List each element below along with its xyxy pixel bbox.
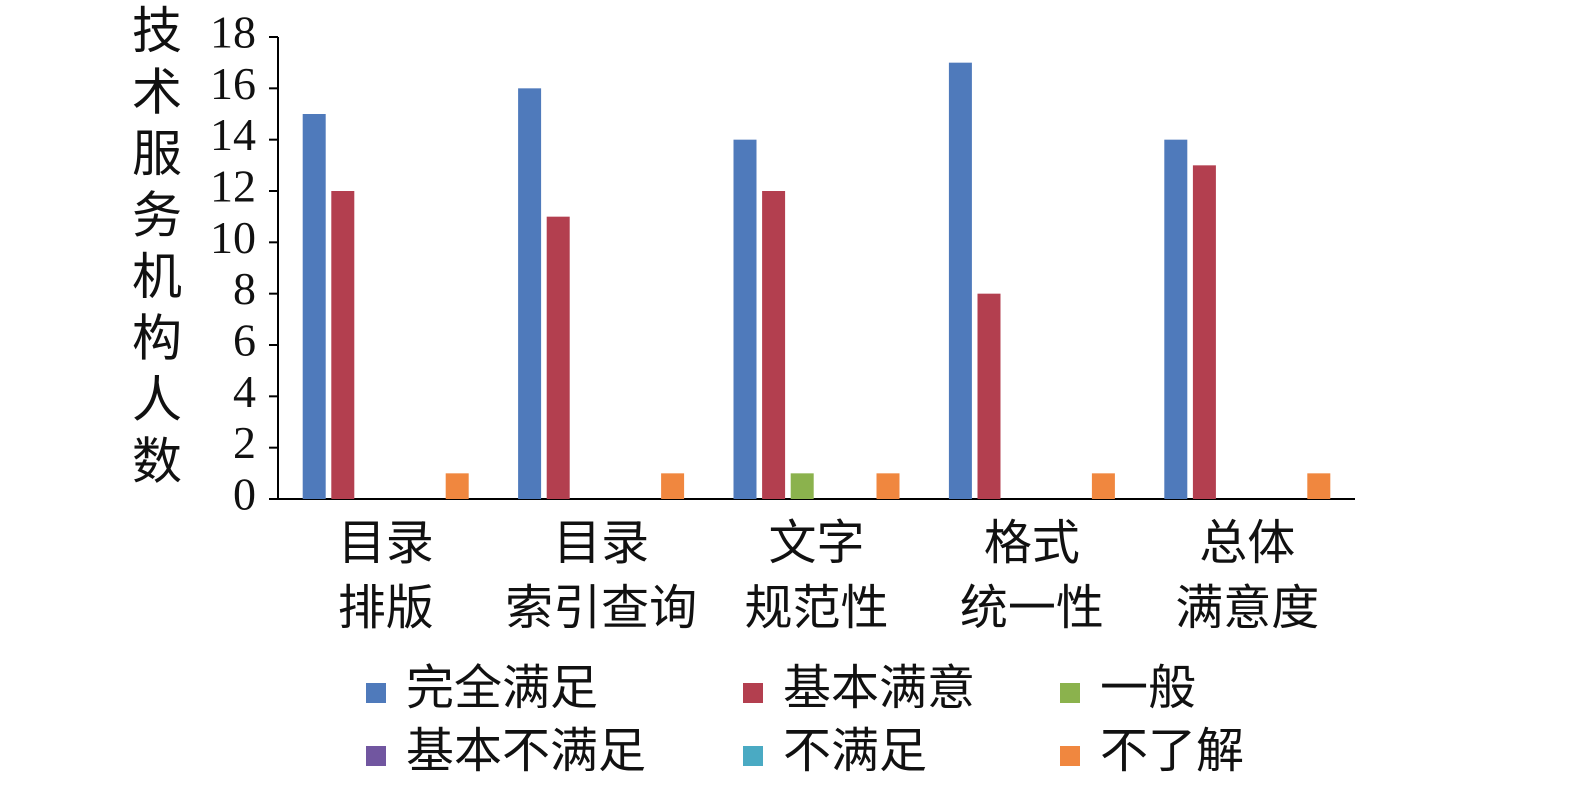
legend-label: 完全满足 xyxy=(406,662,598,715)
y-tick-label: 18 xyxy=(210,7,256,58)
y-axis-label: 技术服务机构人数 xyxy=(132,3,182,490)
legend-label: 一般 xyxy=(1100,662,1196,715)
x-tick-label: 总体满意度 xyxy=(1175,517,1319,635)
bar xyxy=(1164,139,1188,499)
legend-swatch xyxy=(743,746,763,766)
bar xyxy=(518,88,542,499)
x-tick-label: 文字规范性 xyxy=(744,517,888,635)
y-tick-label: 8 xyxy=(233,263,256,314)
bar xyxy=(445,473,469,499)
legend-label: 不满足 xyxy=(783,725,927,778)
bar xyxy=(948,62,972,500)
legend-swatch xyxy=(366,746,386,766)
x-tick-label: 格式统一性 xyxy=(960,517,1104,635)
bar xyxy=(302,114,326,499)
legend-swatch xyxy=(1060,746,1080,766)
bar xyxy=(977,293,1001,499)
bar xyxy=(331,191,355,499)
y-tick-label: 0 xyxy=(233,469,256,520)
y-tick-label: 16 xyxy=(210,58,256,109)
bar xyxy=(876,473,900,499)
legend-swatch xyxy=(366,683,386,703)
bar xyxy=(661,473,685,499)
legend-swatch xyxy=(1060,683,1080,703)
bar xyxy=(1192,165,1216,500)
bar xyxy=(733,139,757,499)
y-tick-label: 12 xyxy=(210,161,256,212)
y-tick-label: 10 xyxy=(210,212,256,263)
y-tick-label: 2 xyxy=(233,417,256,468)
y-tick-label: 4 xyxy=(233,366,256,417)
bar xyxy=(546,216,570,499)
legend-label: 不了解 xyxy=(1100,725,1244,778)
legend-label: 基本满意 xyxy=(783,662,975,715)
bar xyxy=(762,191,786,499)
legend-swatch xyxy=(743,683,763,703)
bar xyxy=(790,473,814,499)
legend-label: 基本不满足 xyxy=(406,725,646,778)
bar xyxy=(1307,473,1331,499)
bar xyxy=(1091,473,1115,499)
y-tick-label: 14 xyxy=(210,109,256,160)
x-tick-label: 目录排版 xyxy=(338,517,434,635)
y-tick-label: 6 xyxy=(233,315,256,366)
x-tick-label: 目录索引查询 xyxy=(505,517,697,635)
